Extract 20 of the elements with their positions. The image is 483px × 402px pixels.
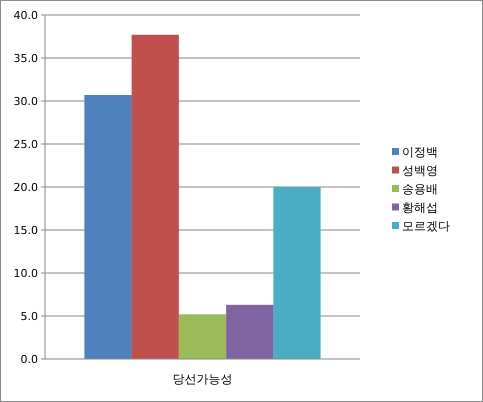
legend-label: 모르겠다 xyxy=(402,219,450,234)
legend-label: 황해섭 xyxy=(402,200,438,215)
legend-label: 이정백 xyxy=(402,145,438,160)
bar xyxy=(84,94,132,359)
y-tick-label: 5.0 xyxy=(20,310,38,323)
bar xyxy=(178,314,226,359)
y-tick-label: 0.0 xyxy=(20,352,38,366)
y-tick-label: 20.0 xyxy=(14,180,38,194)
y-tick-label: 40.0 xyxy=(14,8,38,22)
y-tick-label: 35.0 xyxy=(14,52,38,65)
y-tick-label: 30.0 xyxy=(14,94,38,108)
x-tick-label: 당선가능성 xyxy=(172,372,232,386)
legend-label: 송용배 xyxy=(402,182,438,196)
legend-label: 성백영 xyxy=(402,164,438,178)
y-tick-label: 15.0 xyxy=(14,224,38,237)
y-tick-label: 25.0 xyxy=(14,138,38,151)
bar xyxy=(132,34,179,359)
bar xyxy=(226,304,274,359)
bar xyxy=(273,187,321,359)
y-tick-label: 10.0 xyxy=(14,266,38,280)
